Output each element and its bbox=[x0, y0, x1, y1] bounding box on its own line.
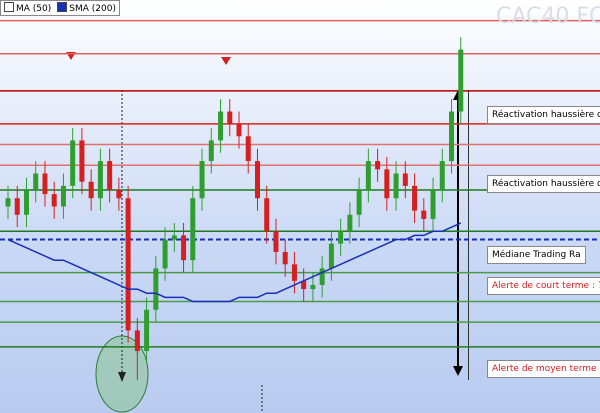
candle-body bbox=[439, 161, 445, 190]
legend-label: MA (50) bbox=[16, 4, 52, 14]
candle-body bbox=[245, 136, 251, 162]
candle-body bbox=[402, 173, 408, 186]
candle-body bbox=[328, 243, 334, 269]
annotation: Alerte de court terme : 7 bbox=[487, 277, 600, 295]
candle-body bbox=[356, 189, 362, 215]
candle-body bbox=[162, 239, 168, 269]
candle-body bbox=[208, 140, 214, 162]
legend: MA (50) SMA (200) bbox=[0, 0, 120, 16]
candle-body bbox=[430, 189, 436, 219]
candle-body bbox=[375, 161, 381, 170]
candle-body bbox=[88, 181, 94, 199]
candle-body bbox=[107, 161, 113, 190]
candle-body bbox=[421, 210, 427, 219]
candle-body bbox=[273, 231, 279, 252]
legend-item: MA (50) bbox=[4, 2, 51, 14]
annotation: Alerte de moyen terme bbox=[487, 360, 600, 378]
sma-line bbox=[7, 222, 462, 303]
candle-body bbox=[116, 189, 122, 199]
candle-body bbox=[458, 49, 464, 112]
candle-body bbox=[365, 161, 371, 190]
candle-body bbox=[227, 111, 233, 124]
candle-body bbox=[301, 280, 307, 290]
legend-item: SMA (200) bbox=[57, 2, 116, 14]
candle-body bbox=[338, 231, 344, 244]
legend-swatch bbox=[57, 2, 68, 12]
candle-body bbox=[14, 198, 20, 215]
candle-body bbox=[60, 185, 66, 207]
candle-body bbox=[291, 264, 297, 281]
annotation: Réactivation haussière de m bbox=[487, 106, 600, 124]
candle-body bbox=[254, 161, 260, 199]
legend-label: SMA (200) bbox=[69, 4, 116, 14]
candle-body bbox=[70, 140, 76, 186]
candle-body bbox=[51, 194, 57, 207]
candle-body bbox=[190, 198, 196, 261]
candle-body bbox=[412, 185, 418, 211]
candle-body bbox=[33, 173, 39, 190]
candle-body bbox=[97, 161, 103, 199]
candle-body bbox=[125, 198, 131, 331]
candle-body bbox=[5, 198, 11, 207]
candle-body bbox=[347, 214, 353, 232]
candle-body bbox=[153, 268, 159, 310]
watermark: CAC40 FC bbox=[496, 4, 600, 29]
candle-body bbox=[282, 251, 288, 265]
candle-body bbox=[134, 330, 140, 352]
candle-body bbox=[181, 235, 187, 261]
candle-body bbox=[79, 140, 85, 182]
arrow bbox=[453, 366, 463, 376]
arrow bbox=[118, 372, 126, 382]
candle-body bbox=[218, 111, 224, 141]
candle-body bbox=[319, 268, 325, 285]
candle-body bbox=[393, 173, 399, 199]
candle-body bbox=[23, 189, 29, 215]
candle-body bbox=[449, 111, 455, 162]
candle-body bbox=[236, 123, 242, 137]
candle-body bbox=[42, 173, 48, 195]
candle-body bbox=[199, 161, 205, 199]
annotation: Médiane Trading Ra bbox=[487, 246, 586, 264]
candle-body bbox=[264, 198, 270, 232]
frame-line bbox=[468, 90, 469, 380]
marker-arrow bbox=[221, 57, 231, 65]
candle-body bbox=[384, 169, 390, 199]
legend-swatch bbox=[4, 2, 14, 12]
candle-body bbox=[144, 309, 150, 352]
candle-body bbox=[171, 235, 177, 240]
annotation: Réactivation haussière de r bbox=[487, 175, 600, 193]
candle-body bbox=[310, 284, 316, 290]
